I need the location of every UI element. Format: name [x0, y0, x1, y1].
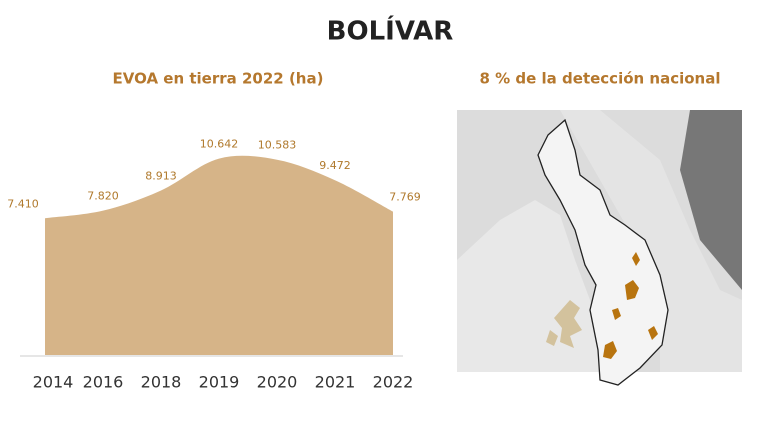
value-label: 8.913	[145, 170, 177, 183]
map	[457, 110, 742, 386]
x-tick-label: 2014	[33, 373, 74, 392]
x-tick-label: 2020	[257, 373, 298, 392]
department-outline	[537, 118, 669, 386]
x-tick-label: 2016	[83, 373, 124, 392]
value-label: 10.642	[200, 138, 239, 151]
value-label: 7.769	[389, 191, 421, 204]
map-patches-detection	[603, 252, 658, 359]
value-label: 9.472	[319, 159, 351, 172]
x-tick-label: 2019	[199, 373, 240, 392]
area	[45, 155, 393, 355]
value-label: 7.410	[7, 197, 39, 210]
map-region-dark	[680, 110, 742, 290]
x-tick-label: 2018	[141, 373, 182, 392]
x-tick-label: 2022	[373, 373, 414, 392]
map-region	[560, 110, 742, 372]
value-label: 7.820	[87, 190, 119, 203]
chart-title: EVOA en tierra 2022 (ha)	[113, 70, 324, 88]
map-title: 8 % de la detección nacional	[480, 70, 721, 88]
map-patches	[546, 300, 582, 348]
page-title: BOLÍVAR	[327, 15, 454, 47]
value-label: 10.583	[258, 139, 297, 152]
x-tick-label: 2021	[315, 373, 356, 392]
